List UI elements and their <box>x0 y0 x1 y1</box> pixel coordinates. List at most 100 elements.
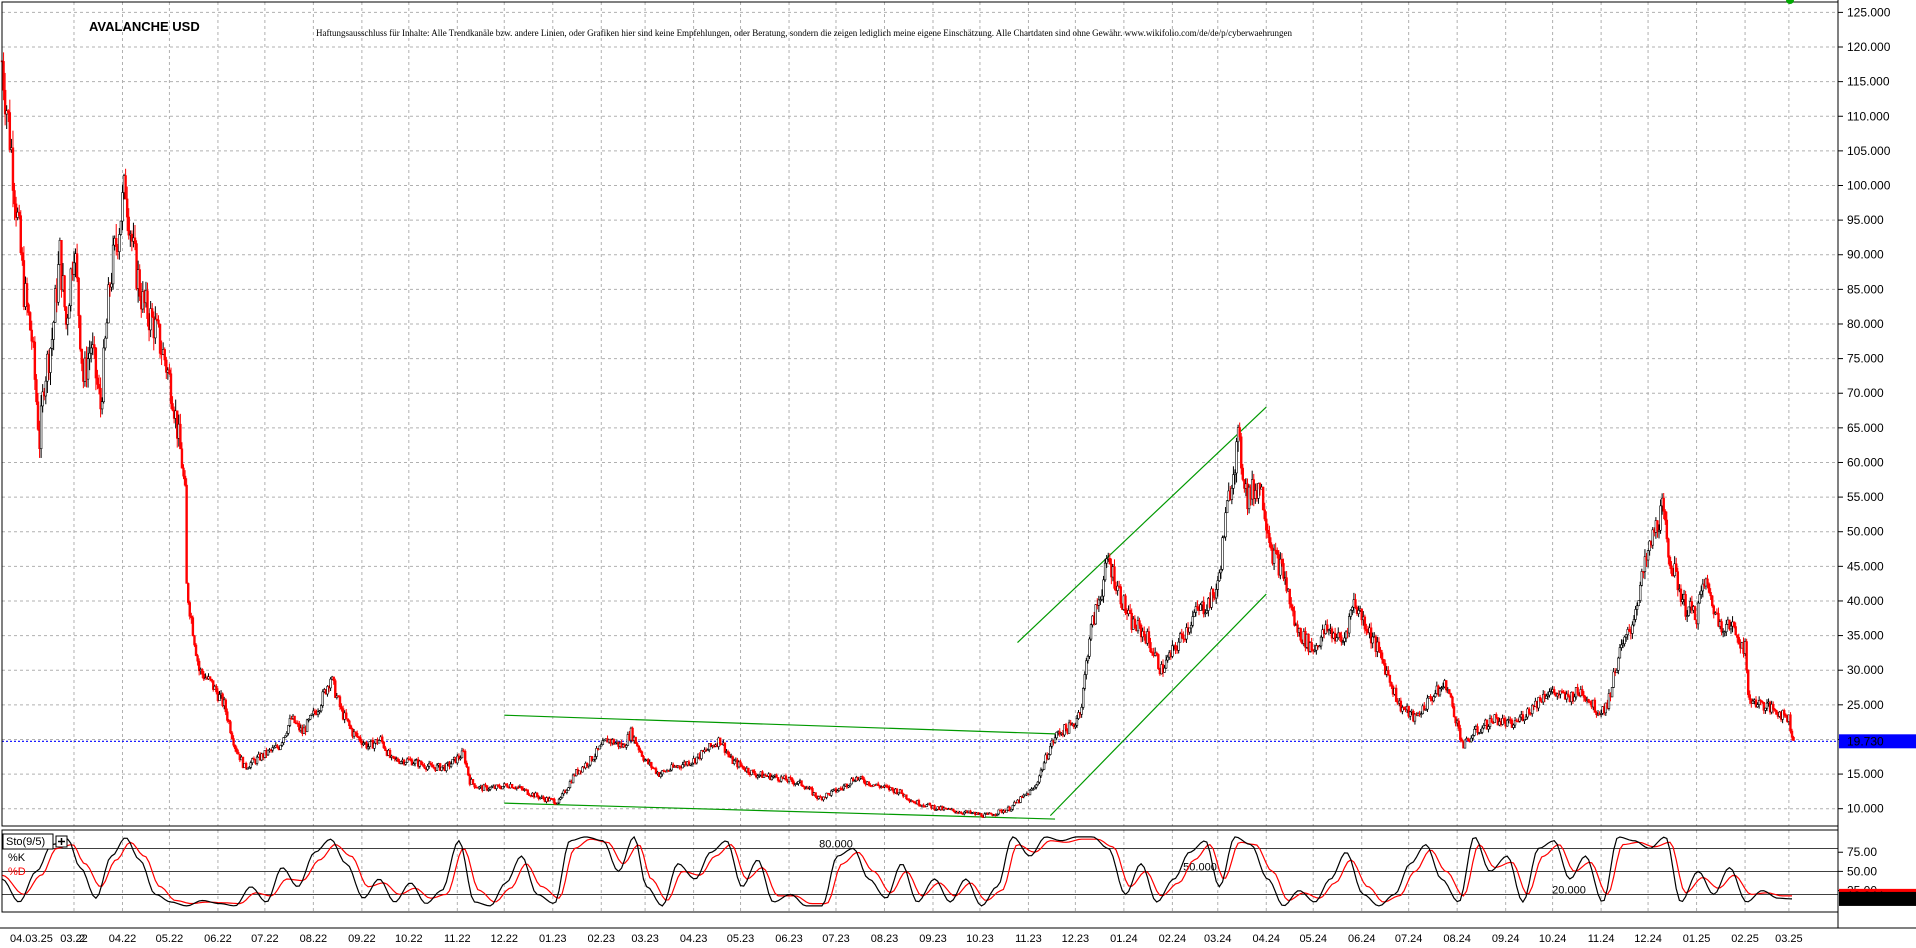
date-tick-label: 06.24 <box>1348 933 1376 945</box>
candle-body <box>388 749 392 758</box>
stochastic-level-label: 20.000 <box>1552 884 1586 896</box>
candle-body <box>352 731 356 737</box>
candle-body <box>1706 578 1709 585</box>
candle-body <box>1709 592 1712 597</box>
candle-body <box>831 789 835 792</box>
candle-body <box>742 766 745 770</box>
candle-body <box>157 319 160 325</box>
candle-body <box>506 784 509 788</box>
candle-body <box>366 746 370 749</box>
candle-body <box>873 784 877 787</box>
candle-body <box>1557 693 1561 696</box>
candle-body <box>1365 628 1368 632</box>
date-tick-label: 07.24 <box>1395 933 1423 945</box>
candle-body <box>1349 609 1352 617</box>
candle-body <box>1548 691 1551 696</box>
candle-body <box>1546 694 1550 697</box>
candle-body <box>1280 558 1284 564</box>
candle-body <box>1053 737 1057 743</box>
candle-body <box>410 759 414 766</box>
candle-body <box>1108 558 1112 565</box>
candle-body <box>1582 695 1586 698</box>
candle-body <box>1383 663 1387 675</box>
candle-body <box>1268 533 1271 543</box>
candle-body <box>63 275 66 308</box>
date-tick-label: 06.22 <box>204 933 232 945</box>
candle-body <box>1285 577 1288 592</box>
candle-body <box>168 369 171 375</box>
candle-body <box>197 660 201 672</box>
candle-body <box>420 760 423 765</box>
disclaimer-text: Haftungsausschluss für Inhalte: Alle Tre… <box>316 28 1293 38</box>
candle-body <box>459 757 462 760</box>
date-tick-label: 12.22 <box>491 933 519 945</box>
candle-body <box>1452 706 1456 717</box>
date-tick-label: 06.23 <box>775 933 803 945</box>
candle-body <box>553 798 556 804</box>
candle-body <box>850 778 853 785</box>
candle-body <box>1011 805 1014 810</box>
candle-body <box>488 786 492 790</box>
candle-body <box>1238 427 1241 438</box>
price-candles <box>0 49 1795 818</box>
candle-body <box>1205 610 1209 614</box>
candle-body <box>1020 796 1024 798</box>
candle-body <box>1659 505 1662 531</box>
candle-body <box>587 764 590 767</box>
candle-body <box>1024 794 1027 797</box>
candle-body <box>922 804 925 807</box>
candle-body <box>104 337 107 349</box>
candle-body <box>88 352 91 359</box>
candle-body <box>689 763 692 766</box>
candle-body <box>917 800 921 806</box>
candle-body <box>1326 624 1329 631</box>
candle-body <box>1413 713 1417 722</box>
price-tick-label: 75.000 <box>1847 352 1884 366</box>
candle-body <box>1662 497 1665 512</box>
price-tick-label: 50.000 <box>1847 525 1884 539</box>
current-price-badge <box>1839 734 1916 749</box>
candle-body <box>1269 542 1273 549</box>
candle-body <box>1599 713 1603 715</box>
candle-body <box>1293 610 1296 626</box>
candle-body <box>118 234 121 253</box>
expand-icon[interactable] <box>55 835 68 848</box>
date-tick-label: 10.24 <box>1539 933 1567 945</box>
status-dot <box>1786 0 1794 4</box>
candle-body <box>933 805 936 811</box>
candle-body <box>1657 529 1661 532</box>
candle-body <box>1063 724 1066 736</box>
date-tick-label: 10.23 <box>966 933 994 945</box>
date-tick-label: 04.23 <box>680 933 708 945</box>
date-tick-label: 03.23 <box>631 933 659 945</box>
candle-body <box>482 784 486 791</box>
candle-body <box>1258 483 1262 490</box>
candle-body <box>811 788 814 796</box>
candle-body <box>429 762 432 766</box>
candle-body <box>1050 740 1054 747</box>
candle-body <box>1643 556 1647 572</box>
candle-body <box>478 786 481 789</box>
candle-body <box>1257 483 1260 499</box>
candle-body <box>559 797 562 800</box>
candle-body <box>393 756 396 760</box>
candle-body <box>1754 699 1758 708</box>
candle-body <box>1210 588 1213 608</box>
candle-body <box>800 780 803 786</box>
candle-body <box>1668 556 1672 567</box>
candle-body <box>293 715 296 724</box>
candle-body <box>1094 604 1097 625</box>
candle-body <box>1567 693 1570 697</box>
candle-body <box>1377 641 1381 651</box>
candle-body <box>1745 641 1748 671</box>
candle-body <box>556 802 559 805</box>
candle-body <box>1013 801 1016 806</box>
candle-body <box>1720 621 1723 633</box>
candle-body <box>1664 510 1667 521</box>
candle-body <box>279 745 282 750</box>
candle-body <box>133 237 137 244</box>
candle-body <box>115 238 118 247</box>
candle-body <box>1204 612 1207 615</box>
candle-body <box>1174 644 1177 650</box>
candle-body <box>1082 688 1085 708</box>
